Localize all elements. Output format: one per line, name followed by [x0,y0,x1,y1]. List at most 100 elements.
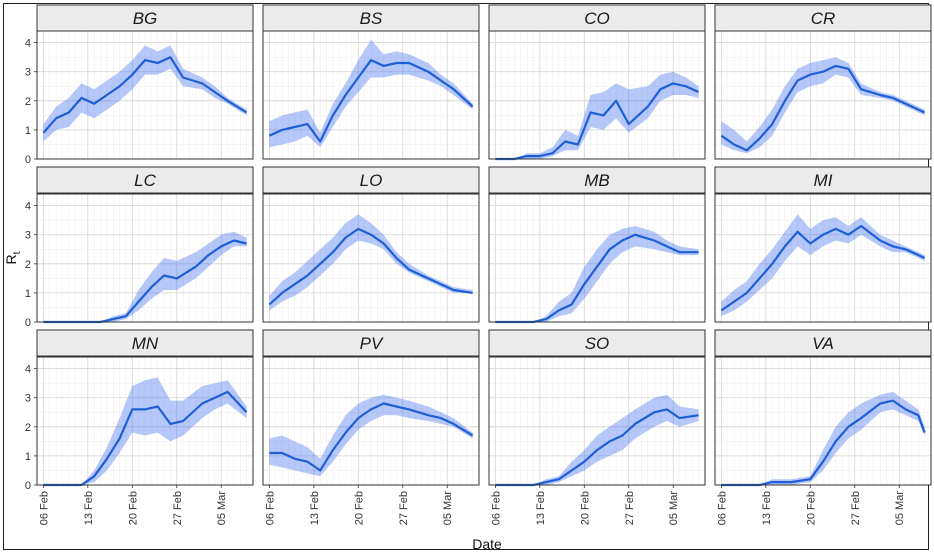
confidence-band [269,394,473,477]
plot-border [488,30,706,160]
y-tick-label: 0 [25,154,31,166]
x-axis-title: Date [472,536,502,552]
x-tick-label: 13 Feb [761,491,773,525]
panel-mn: MN 0 1 2 3 4 06 Feb 13 Feb 20 Feb 27 Feb 05 Mar [25,329,254,526]
rt-line [495,82,700,161]
strip-label: LC [134,171,156,190]
strip-pv [262,329,480,357]
strip-label: MI [814,171,833,190]
plot-border [36,30,254,160]
plot-border [714,193,932,323]
confidence-band [43,45,247,142]
x-tick-label: 06 Feb [716,491,728,525]
confidence-band [721,214,925,317]
plot-border [262,356,480,486]
rt-line [42,56,248,134]
y-tick-label: 2 [25,96,31,108]
strip-label: SO [585,334,610,353]
rt-line [720,224,926,312]
panel-lc: LC 0 1 2 3 4 [25,166,254,329]
panel-mi: MI [714,166,932,323]
y-tick-label: 3 [25,67,31,79]
strip-label: BS [360,9,383,28]
y-tick-label: 1 [25,451,31,463]
x-tick-label: 06 Feb [264,491,276,525]
x-tick-label: 13 Feb [309,491,321,525]
x-tick-label: 06 Feb [490,491,502,525]
panel-lo: LO [262,166,480,323]
strip-lc [36,166,254,194]
strip-label: MN [132,334,159,353]
y-tick-label: 4 [25,364,31,376]
panel-pv: PV 06 Feb 13 Feb 20 Feb 27 Feb 05 Mar [262,329,480,526]
y-tick-label: 0 [25,317,31,329]
y-tick-label: 2 [25,422,31,434]
strip-mn [36,329,254,357]
x-tick-label: 05 Mar [894,491,906,526]
rt-line [495,408,699,487]
panel-so: SO 06 Feb 13 Feb 20 Feb 27 Feb 05 Mar [488,329,706,526]
y-tick-label: 3 [25,230,31,242]
strip-label: PV [360,334,384,353]
rt-line [269,402,474,472]
confidence-band [269,39,473,148]
strip-label: LO [360,171,383,190]
x-tick-label: 13 Feb [83,491,95,525]
plot-border [488,193,706,323]
x-tick-label: 27 Feb [850,491,862,525]
strip-cr [714,4,932,32]
panel-co: CO [488,4,706,161]
x-tick-label: 27 Feb [172,491,184,525]
x-tick-label: 20 Feb [127,491,139,525]
x-tick-label: 06 Feb [38,491,50,525]
x-tick-label: 05 Mar [668,491,680,526]
rt-line [43,390,248,487]
confidence-band [495,71,699,159]
confidence-band [721,391,925,485]
plot-border [36,193,254,323]
plot-border [488,356,706,486]
rt-line [721,399,926,487]
strip-label: VA [812,334,834,353]
y-tick-label: 1 [25,288,31,300]
plot-border [262,193,480,323]
plot-border [262,30,480,160]
x-tick-label: 20 Feb [805,491,817,525]
panel-va: VA 06 Feb 13 Feb 20 Feb 27 Feb 05 Mar [714,329,932,526]
strip-label: CO [584,9,610,28]
strip-va [714,329,932,357]
y-axis-title-subscript: t [12,251,23,254]
x-tick-label: 05 Mar [216,491,228,526]
x-tick-label: 13 Feb [535,491,547,525]
strip-lo [262,166,480,194]
y-tick-label: 2 [25,259,31,271]
rt-line [268,59,474,143]
x-tick-label: 05 Mar [442,491,454,526]
strip-bs [262,4,480,32]
plot-border [714,30,932,160]
strip-mb [488,166,706,194]
panel-cr: CR [714,4,932,160]
strip-label: BG [133,9,158,28]
y-axis-title: Rt [3,251,23,264]
strip-co [488,4,706,32]
confidence-band [495,226,699,322]
panel-bg: BG 0 1 2 3 4 [25,4,254,166]
rt-line [495,233,699,324]
y-tick-label: 4 [25,201,31,213]
y-axis-title-main: R [3,254,19,264]
x-tick-label: 27 Feb [398,491,410,525]
rt-line [268,227,473,306]
plot-border [714,356,932,486]
panel-bs: BS [262,4,480,160]
strip-label: CR [811,9,836,28]
confidence-band [43,377,247,485]
y-tick-label: 0 [25,480,31,492]
strip-so [488,329,706,357]
x-tick-label: 27 Feb [624,491,636,525]
panel-mb: MB [488,166,706,324]
rt-line [720,64,926,152]
confidence-band [721,57,925,154]
x-tick-label: 20 Feb [579,491,591,525]
